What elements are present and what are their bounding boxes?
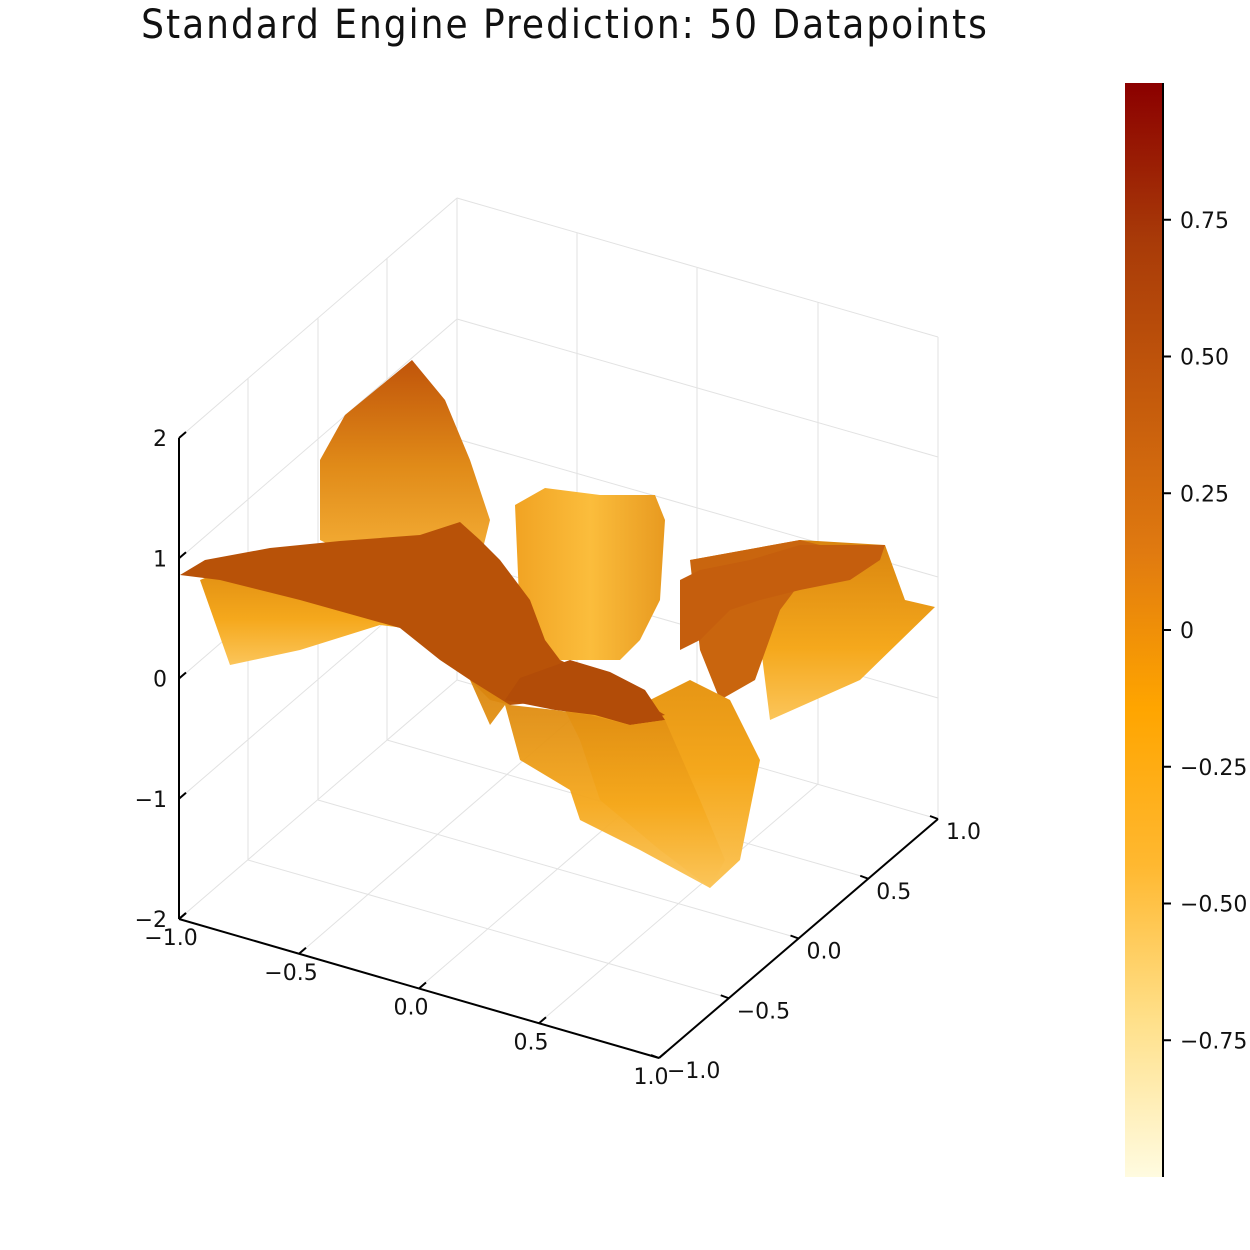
colorbar-tick-label: −0.50 — [1180, 893, 1247, 918]
x-tick-mark — [658, 1051, 667, 1059]
y-tick-mark — [790, 934, 799, 940]
chart-title: Standard Engine Prediction: 50 Datapoint… — [141, 2, 989, 48]
x-tick-label: 1.0 — [634, 1065, 669, 1090]
x-tick-label: −1.0 — [144, 926, 197, 951]
axis-ticks: −2−1012−1.0−0.50.00.51.0−1.0−0.50.00.51.… — [135, 427, 981, 1090]
z-tick-mark — [178, 791, 187, 800]
colorbar-tick-label: −0.25 — [1180, 756, 1247, 781]
y-tick-mark — [650, 1054, 660, 1059]
x-tick-mark — [298, 946, 307, 955]
x-tick-mark — [418, 981, 427, 990]
y-tick-label: −0.5 — [737, 999, 790, 1024]
y-tick-label: 0.5 — [876, 880, 911, 905]
colorbar-tick-label: 0.75 — [1180, 209, 1229, 234]
y-tick-mark — [859, 874, 869, 880]
colorbar-tick-label: 0.50 — [1180, 346, 1229, 371]
colorbar-tick-label: −0.75 — [1180, 1029, 1247, 1054]
surface — [180, 360, 935, 888]
colorbar-ticks: 0.75 0.50 0.25 0 −0.25 −0.50 −0.75 — [1163, 209, 1247, 1054]
x-tick-label: −0.5 — [264, 961, 317, 986]
y-tick-label: −1.0 — [667, 1059, 720, 1084]
z-tick-mark — [178, 431, 187, 439]
y-tick-label: 0.0 — [807, 940, 842, 965]
z-tick-label: 2 — [153, 427, 167, 452]
x-tick-label: 0.5 — [514, 1030, 549, 1055]
surface-patch-left-peak — [320, 360, 490, 570]
x-tick-mark — [178, 912, 187, 920]
x-tick-label: 0.0 — [394, 996, 429, 1021]
y-tick-mark — [929, 815, 939, 820]
z-tick-mark — [178, 671, 187, 680]
colorbar-tick-label: 0 — [1180, 619, 1194, 644]
z-tick-label: 1 — [153, 547, 167, 572]
z-tick-label: −2 — [135, 908, 167, 933]
surface-patch-front-fold — [470, 680, 725, 888]
surface-patch-center-back — [515, 488, 665, 660]
x-tick-mark — [538, 1016, 547, 1025]
colorbar — [1125, 83, 1163, 1177]
surface-patch-right-ridge — [680, 545, 885, 650]
y-tick-label: 1.0 — [946, 820, 981, 845]
z-tick-mark — [178, 551, 187, 560]
z-tick-label: −1 — [135, 788, 167, 813]
surface-patch-front-bump — [505, 660, 665, 725]
z-tick-label: 0 — [153, 668, 167, 693]
y-tick-mark — [720, 994, 730, 1000]
colorbar-tick-label: 0.25 — [1180, 482, 1229, 507]
